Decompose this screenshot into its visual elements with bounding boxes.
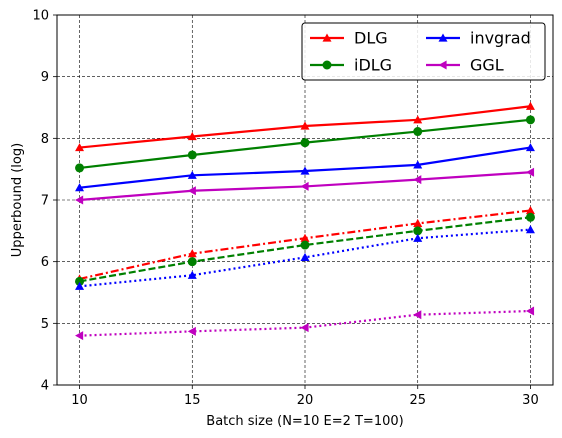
data-point [413, 310, 422, 320]
series-idlg-solid [75, 115, 535, 173]
legend-marker [438, 33, 448, 42]
data-point [300, 138, 310, 148]
data-point [413, 115, 423, 124]
data-point [300, 240, 310, 250]
data-point [525, 212, 535, 222]
legend-item-idlg: iDLG [310, 56, 392, 75]
data-point [525, 167, 535, 177]
legend: DLG iDLG invgrad GGL [301, 22, 546, 81]
legend-label: iDLG [354, 56, 392, 75]
y-tick-label: 4 [41, 379, 49, 394]
legend-marker [438, 60, 447, 70]
data-point [525, 306, 535, 316]
x-axis-label: Batch size (N=10 E=2 T=100) [206, 414, 403, 429]
x-tick-label: 20 [297, 393, 314, 408]
legend-label: GGL [470, 56, 504, 75]
data-point [300, 252, 310, 261]
data-point [300, 233, 310, 242]
series-dlg-solid [75, 101, 535, 152]
legend-item-invgrad: invgrad [426, 29, 531, 48]
data-point [187, 186, 196, 196]
data-point [187, 170, 197, 179]
y-tick-label: 8 [41, 132, 49, 147]
y-axis: 4 5 6 7 8 9 10 [32, 9, 57, 394]
data-point [187, 131, 197, 141]
legend-marker [322, 33, 332, 42]
data-point [187, 270, 197, 279]
data-point [75, 276, 85, 286]
x-tick-label: 10 [71, 393, 88, 408]
x-axis: 10 15 20 25 30 [71, 385, 539, 408]
data-point [413, 175, 422, 185]
series-line [79, 216, 531, 283]
data-point [187, 257, 197, 267]
data-point [187, 326, 196, 336]
data-point [525, 205, 535, 215]
data-point [525, 115, 535, 125]
series-ggl-solid [75, 167, 535, 205]
series-line [79, 228, 531, 288]
x-tick-label: 30 [522, 393, 539, 408]
data-point [525, 143, 535, 152]
series-layer [75, 101, 535, 341]
legend-marker [322, 60, 332, 70]
data-point [413, 218, 423, 228]
data-point [413, 226, 423, 236]
y-tick-label: 10 [32, 9, 49, 24]
data-point [75, 331, 84, 341]
data-point [413, 160, 423, 169]
data-point [75, 163, 85, 173]
data-point [187, 150, 197, 160]
x-tick-label: 25 [409, 393, 426, 408]
y-tick-label: 9 [41, 70, 49, 85]
data-point [75, 183, 85, 192]
y-axis-label: Upperbound (log) [10, 143, 25, 257]
series-ggl-dotted [75, 306, 535, 341]
legend-item-dlg: DLG [310, 29, 388, 48]
legend-label: invgrad [470, 29, 531, 48]
data-point [525, 225, 535, 234]
data-point [300, 121, 310, 130]
data-point [75, 143, 85, 152]
data-point [300, 323, 309, 333]
series-invgrad-dotted [75, 225, 535, 290]
data-point [300, 181, 309, 191]
data-point [525, 101, 535, 110]
legend-box [301, 22, 546, 81]
data-point [187, 249, 197, 258]
y-tick-label: 6 [41, 255, 49, 270]
data-point [75, 195, 84, 205]
data-point [75, 281, 85, 290]
y-tick-label: 7 [41, 194, 49, 209]
legend-item-ggl: GGL [426, 56, 504, 75]
y-tick-label: 5 [41, 317, 49, 332]
series-invgrad-solid [75, 143, 535, 192]
data-point [300, 166, 310, 175]
data-point [413, 233, 423, 242]
data-point [413, 127, 423, 137]
x-tick-label: 15 [184, 393, 201, 408]
series-idlg-dashed [75, 212, 535, 286]
legend-label: DLG [354, 29, 388, 48]
